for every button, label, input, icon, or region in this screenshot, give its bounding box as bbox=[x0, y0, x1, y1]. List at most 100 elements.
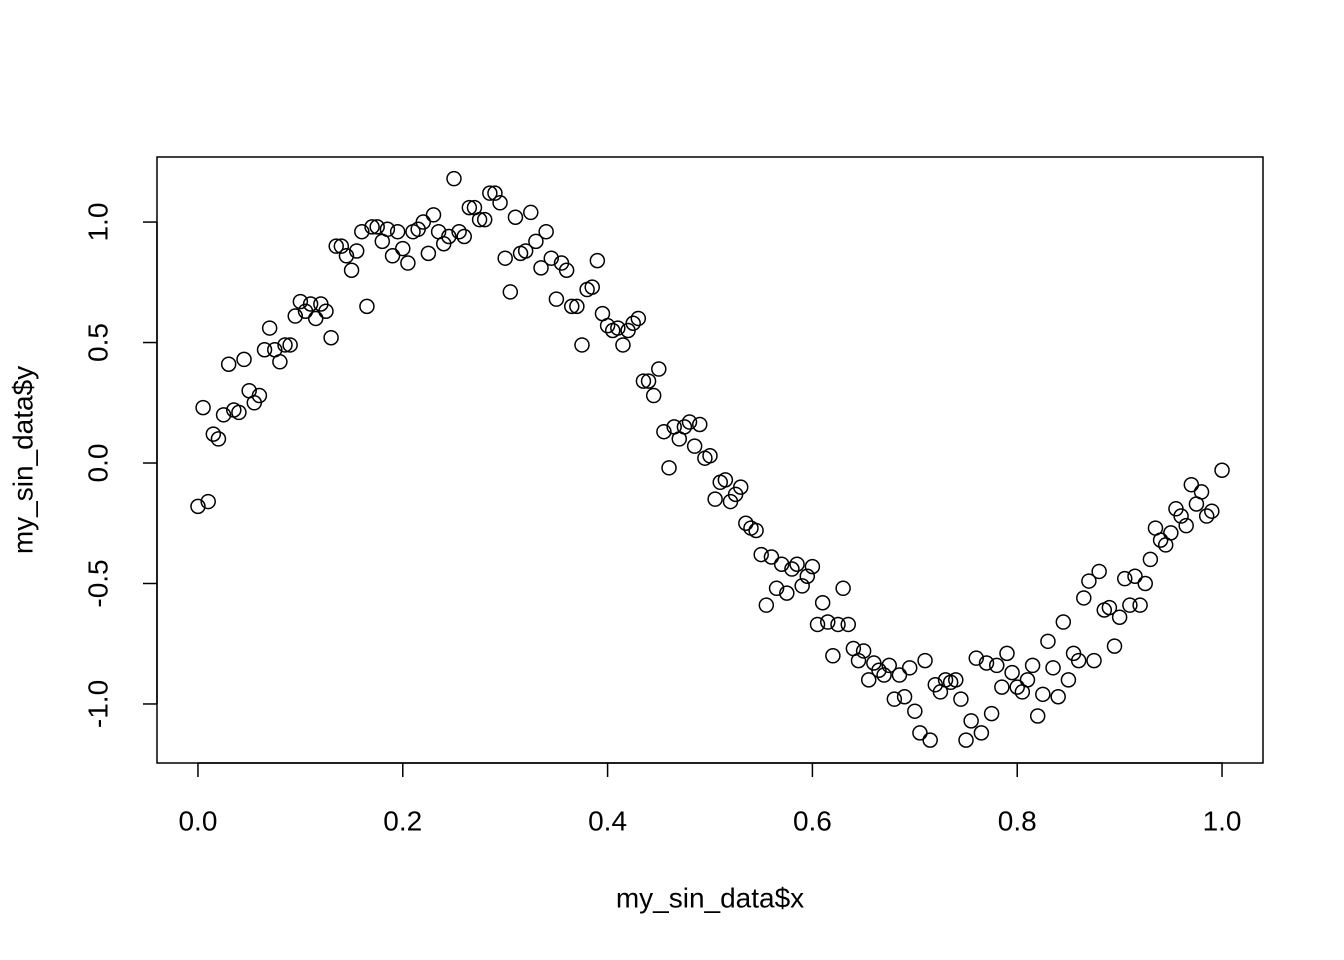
point bbox=[1117, 570, 1133, 587]
point bbox=[215, 407, 232, 423]
point bbox=[507, 209, 524, 225]
point bbox=[640, 373, 657, 389]
point bbox=[1081, 573, 1097, 589]
point bbox=[784, 561, 800, 577]
x-tick-label: 0.8 bbox=[998, 805, 1037, 836]
point bbox=[471, 211, 488, 228]
point bbox=[251, 387, 268, 404]
point bbox=[656, 423, 672, 440]
point bbox=[200, 493, 216, 510]
point bbox=[830, 616, 846, 633]
point bbox=[1040, 633, 1056, 650]
point bbox=[907, 703, 923, 719]
point bbox=[860, 672, 877, 688]
point bbox=[804, 558, 821, 575]
point bbox=[753, 546, 769, 563]
x-tick-label: 0.4 bbox=[588, 805, 627, 836]
point bbox=[1004, 664, 1020, 681]
point bbox=[1086, 652, 1102, 669]
y-tick-label: 1.0 bbox=[82, 203, 113, 242]
point bbox=[717, 472, 734, 488]
point bbox=[584, 279, 600, 295]
point bbox=[210, 431, 227, 447]
point bbox=[1009, 679, 1025, 695]
point bbox=[702, 448, 718, 464]
point bbox=[348, 243, 365, 259]
point bbox=[292, 293, 309, 310]
point bbox=[676, 419, 693, 435]
point bbox=[825, 648, 841, 664]
point bbox=[338, 248, 355, 264]
point bbox=[415, 214, 432, 230]
point bbox=[635, 373, 652, 389]
point bbox=[487, 185, 503, 201]
point bbox=[748, 522, 764, 539]
point bbox=[451, 223, 467, 240]
point bbox=[354, 223, 370, 240]
point bbox=[441, 228, 457, 245]
point bbox=[891, 667, 908, 683]
point bbox=[517, 243, 534, 259]
point bbox=[523, 204, 539, 221]
point bbox=[190, 498, 206, 515]
point bbox=[922, 732, 938, 748]
point bbox=[994, 679, 1010, 695]
point bbox=[1101, 599, 1118, 616]
point bbox=[1050, 688, 1066, 705]
point bbox=[820, 614, 836, 630]
point bbox=[256, 342, 273, 358]
point bbox=[645, 387, 662, 404]
point bbox=[1055, 614, 1072, 630]
point bbox=[871, 662, 887, 678]
point bbox=[497, 250, 513, 266]
point bbox=[533, 260, 549, 276]
point bbox=[773, 556, 790, 572]
point bbox=[543, 250, 560, 266]
x-tick-label: 0.0 bbox=[178, 805, 217, 836]
point bbox=[794, 578, 810, 594]
point bbox=[425, 207, 442, 223]
point bbox=[1111, 609, 1128, 625]
point bbox=[1060, 672, 1077, 688]
point bbox=[287, 308, 303, 324]
point bbox=[328, 238, 344, 254]
point bbox=[574, 337, 590, 353]
point bbox=[789, 556, 805, 572]
point bbox=[277, 337, 293, 353]
point bbox=[1152, 532, 1169, 548]
point bbox=[420, 245, 437, 262]
point bbox=[538, 223, 554, 240]
point bbox=[369, 219, 385, 235]
point bbox=[528, 233, 544, 250]
point bbox=[302, 296, 319, 312]
point bbox=[1183, 476, 1200, 493]
point bbox=[195, 399, 211, 416]
point bbox=[881, 657, 897, 674]
point bbox=[876, 667, 892, 683]
point bbox=[1173, 508, 1189, 524]
point bbox=[1045, 660, 1061, 676]
point bbox=[896, 688, 913, 705]
point bbox=[548, 291, 565, 307]
point bbox=[983, 705, 1000, 722]
point bbox=[917, 652, 933, 669]
point bbox=[999, 645, 1015, 662]
point bbox=[855, 643, 872, 659]
point bbox=[482, 185, 498, 201]
y-tick-label: 0.0 bbox=[82, 444, 113, 483]
point bbox=[272, 354, 288, 370]
point bbox=[799, 568, 816, 585]
point bbox=[953, 691, 969, 707]
point bbox=[220, 356, 237, 372]
point bbox=[948, 672, 964, 688]
point bbox=[456, 228, 472, 245]
y-tick-label: -0.5 bbox=[82, 559, 113, 607]
point bbox=[809, 616, 826, 633]
point bbox=[564, 298, 580, 315]
x-tick-label: 0.6 bbox=[793, 805, 832, 836]
point bbox=[1091, 563, 1107, 580]
x-tick-label: 1.0 bbox=[1203, 805, 1242, 836]
point bbox=[758, 597, 775, 613]
